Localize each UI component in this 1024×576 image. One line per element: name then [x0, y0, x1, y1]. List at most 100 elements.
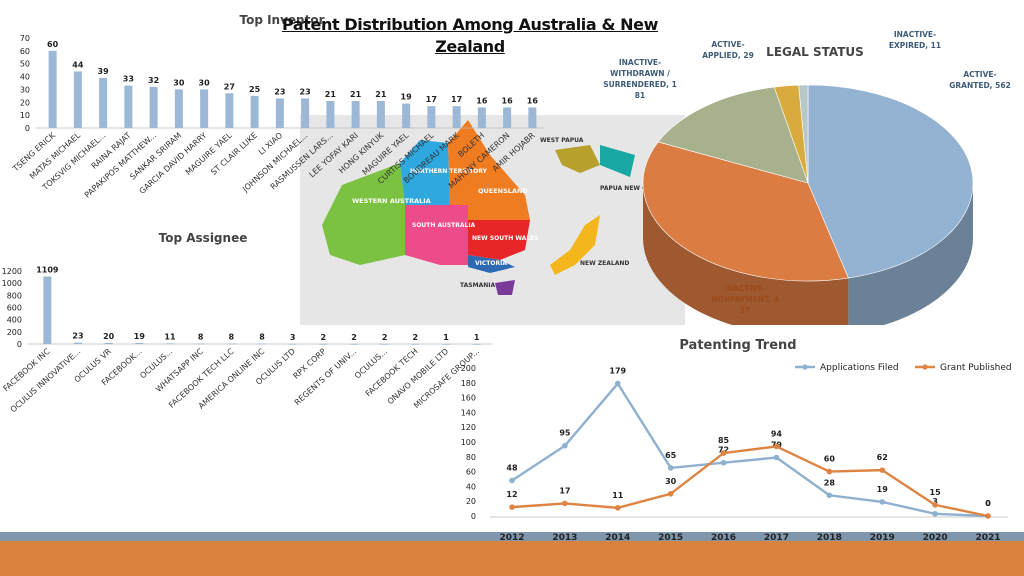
data-label: 39 [98, 67, 110, 76]
data-label: 16 [476, 96, 488, 105]
bar [503, 107, 511, 128]
data-label: 95 [559, 429, 571, 438]
x-tick-label: 2016 [711, 533, 736, 543]
y-tick-label: 140 [461, 408, 476, 417]
data-point [668, 491, 674, 497]
y-tick-label: 40 [466, 482, 476, 491]
footer-orange-band [0, 541, 1024, 576]
y-tick-label: 400 [7, 316, 22, 325]
x-tick-label: TSENG ERICK [10, 130, 57, 174]
data-label: 30 [173, 78, 185, 87]
bar [150, 87, 158, 128]
data-label: 60 [824, 455, 836, 464]
y-tick-label: 200 [7, 328, 22, 337]
bar [166, 343, 174, 344]
bar [105, 343, 113, 344]
chart-title: Patenting Trend [679, 338, 796, 353]
bar [402, 104, 410, 128]
legend-marker [922, 364, 927, 369]
data-label: 8 [259, 333, 265, 342]
data-point [932, 511, 938, 517]
y-tick-label: 60 [466, 468, 476, 477]
y-tick-label: 50 [20, 60, 30, 69]
y-tick-label: 30 [20, 85, 30, 94]
data-label: 32 [148, 76, 159, 85]
x-tick-label: REGENTS OF UNIV... [293, 347, 359, 407]
y-tick-label: 1200 [2, 267, 22, 276]
data-label: 2 [321, 333, 327, 342]
bar [352, 101, 360, 128]
data-label: 16 [502, 96, 514, 105]
data-label: 20 [103, 332, 115, 341]
data-label: 65 [665, 451, 677, 460]
y-tick-label: 20 [20, 98, 30, 107]
y-tick-label: 0 [17, 340, 22, 349]
data-label: 2 [413, 333, 419, 342]
bar [135, 343, 143, 344]
y-tick-label: 160 [461, 394, 476, 403]
data-label: 25 [249, 85, 261, 94]
data-point [509, 504, 515, 510]
bar [289, 344, 297, 345]
pie-slice-label: INACTIVE-EXPIRED, 11 [889, 30, 941, 50]
bar [175, 89, 183, 128]
bar [276, 98, 284, 128]
y-tick-label: 200 [461, 364, 476, 373]
x-tick-label: 2019 [870, 533, 895, 543]
assignee-bar-chart: Top Assignee0200400600800100012001109FAC… [0, 225, 500, 440]
x-tick-label: 2018 [817, 533, 842, 543]
data-point [562, 443, 568, 449]
data-label: 12 [506, 490, 517, 499]
y-tick-label: 600 [7, 304, 22, 313]
data-label: 3 [290, 333, 296, 342]
data-label: 30 [665, 477, 677, 486]
y-tick-label: 120 [461, 423, 476, 432]
data-label: 19 [877, 485, 889, 494]
data-label: 60 [47, 40, 59, 49]
x-tick-label: 2021 [975, 533, 1000, 543]
data-label: 21 [375, 90, 387, 99]
bar [124, 86, 132, 128]
bar [350, 344, 358, 345]
y-tick-label: 0 [471, 512, 476, 521]
data-label: 17 [451, 95, 462, 104]
legend-marker [802, 364, 807, 369]
data-label: 16 [527, 96, 539, 105]
y-tick-label: 20 [466, 497, 476, 506]
bar [227, 344, 235, 345]
bar [427, 106, 435, 128]
data-point [827, 492, 833, 498]
bar [301, 98, 309, 128]
bar [43, 277, 51, 344]
legal-status-pie-chart: LEGAL STATUS ACTIVE-GRANTED, 562 INACTIVE-… [580, 25, 1024, 325]
chart-title: LEGAL STATUS [766, 45, 864, 59]
y-tick-label: 100 [461, 438, 476, 447]
data-point [615, 505, 621, 511]
y-tick-label: 70 [20, 34, 30, 43]
data-label: 11 [164, 332, 176, 341]
pie-slice-label: ACTIVE-APPLIED, 29 [702, 40, 754, 60]
x-tick-label: 2013 [552, 533, 577, 543]
data-label: 8 [229, 333, 235, 342]
y-tick-label: 1000 [2, 279, 22, 288]
y-tick-label: 60 [20, 47, 30, 56]
data-label: 28 [824, 478, 836, 487]
pie-slice-label: ACTIVE-GRANTED, 562 [949, 70, 1011, 90]
y-tick-label: 80 [466, 453, 476, 462]
data-point [774, 455, 780, 461]
data-point [879, 467, 885, 473]
bar [319, 344, 327, 345]
x-tick-label: 2014 [605, 533, 630, 543]
data-label: 0 [985, 499, 991, 508]
y-tick-label: 180 [461, 379, 476, 388]
y-tick-label: 0 [25, 124, 30, 133]
data-point [985, 513, 991, 519]
data-label: 30 [199, 78, 211, 87]
data-label: 27 [224, 82, 235, 91]
bar [74, 343, 82, 344]
page-title: Patent Distribution Among Australia & Ne… [270, 14, 670, 58]
data-label: 94 [771, 429, 783, 438]
x-tick-label: 2012 [499, 533, 524, 543]
bar [326, 101, 334, 128]
data-label: 17 [559, 486, 570, 495]
